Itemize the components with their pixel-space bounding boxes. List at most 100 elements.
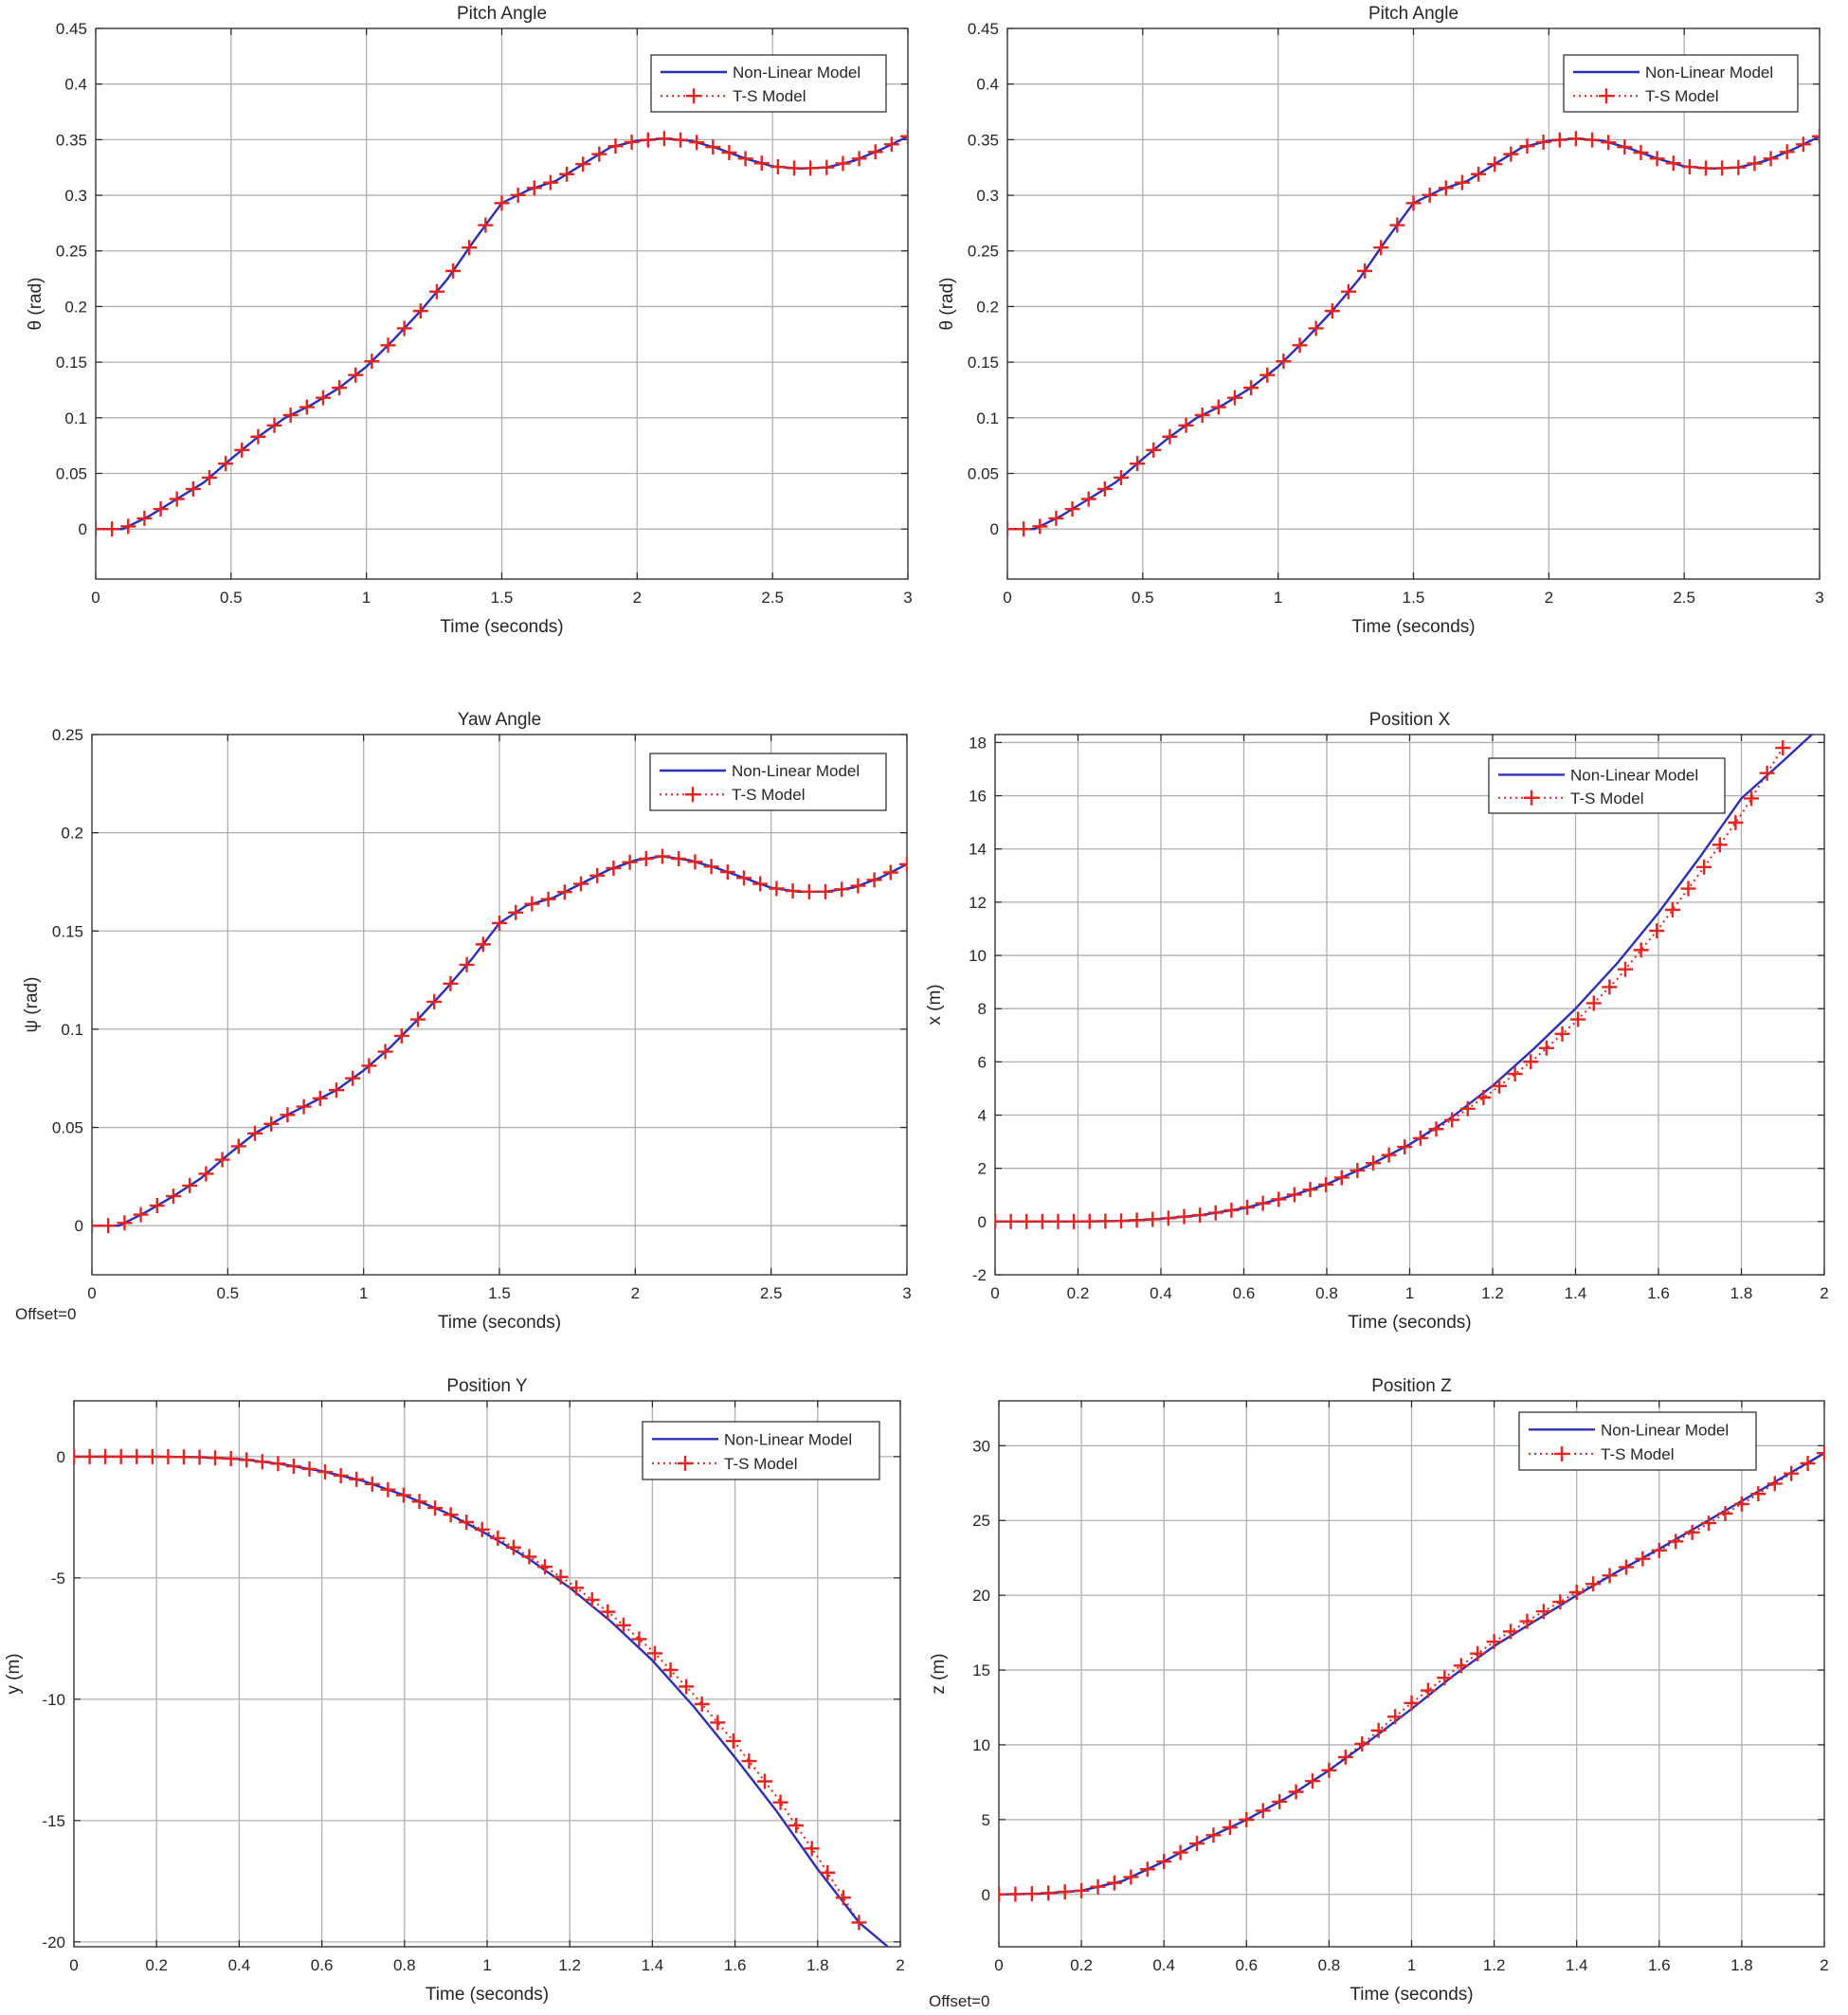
- ts-marker: [1585, 995, 1602, 1011]
- x-tick-label: 1.8: [806, 1956, 829, 1974]
- ts-marker: [117, 1215, 133, 1231]
- ts-marker: [851, 151, 867, 167]
- y-axis-label: ψ (rad): [22, 977, 42, 1033]
- ts-marker: [689, 135, 705, 151]
- ts-marker: [214, 1152, 230, 1168]
- ts-marker: [1048, 510, 1064, 526]
- ts-marker: [540, 891, 556, 907]
- ts-marker: [804, 1841, 820, 1857]
- ts-marker: [1712, 837, 1728, 853]
- ts-marker: [622, 854, 638, 870]
- ts-marker: [1210, 399, 1226, 415]
- x-tick-label: 0.6: [1233, 1284, 1256, 1302]
- ts-marker: [1286, 1187, 1302, 1203]
- ts-marker: [1106, 1875, 1122, 1891]
- x-tick-label: 1.8: [1730, 1956, 1753, 1974]
- y-tick-label: 0.4: [64, 76, 87, 94]
- ts-marker: [395, 1487, 411, 1503]
- x-tick-label: 0: [1003, 589, 1011, 607]
- ts-marker: [1162, 428, 1178, 445]
- y-tick-label: 0.15: [968, 354, 999, 372]
- ts-marker: [223, 1451, 239, 1467]
- y-axis-label: z (m): [929, 1653, 949, 1694]
- ts-marker: [899, 856, 907, 872]
- y-tick-label: 0.25: [968, 243, 999, 261]
- ts-marker: [393, 1027, 409, 1044]
- x-axis-label: Time (seconds): [1350, 1985, 1473, 2005]
- ts-marker: [1728, 814, 1744, 830]
- legend: Non-Linear Model T-S Model: [650, 54, 887, 113]
- plot-lines: [995, 735, 1813, 1229]
- legend-ts-marker: [1599, 88, 1614, 104]
- ts-marker: [1366, 1155, 1381, 1171]
- ts-marker: [412, 303, 428, 319]
- ts-marker: [1019, 1213, 1035, 1229]
- x-tick-label: 0.2: [1070, 1956, 1093, 1974]
- y-tick-label: 0: [79, 520, 87, 538]
- ts-marker: [1538, 1040, 1554, 1056]
- ts-marker: [410, 1011, 426, 1027]
- legend-box: [649, 753, 887, 811]
- y-tick-label: 0.25: [56, 243, 87, 261]
- y-tick-label: 0: [75, 1217, 83, 1235]
- ts-marker: [1733, 1496, 1749, 1512]
- ts-marker: [492, 915, 507, 931]
- ts-marker: [270, 1456, 286, 1472]
- ts-marker: [1050, 1213, 1066, 1229]
- ts-marker: [1519, 138, 1535, 154]
- x-axis-label: Time (seconds): [1351, 617, 1475, 637]
- ts-marker: [882, 864, 898, 880]
- ts-marker: [1097, 1213, 1114, 1229]
- ts-marker: [819, 159, 835, 175]
- x-tick-label: 1: [482, 1956, 491, 1974]
- ts-marker: [1763, 151, 1779, 167]
- ts-marker: [753, 155, 770, 172]
- y-tick-label: 0: [978, 1213, 987, 1231]
- y-tick-label: 0: [990, 520, 999, 538]
- ts-marker: [756, 1773, 772, 1789]
- ts-marker: [1302, 1182, 1318, 1198]
- ts-marker: [315, 390, 331, 406]
- legend-ts-marker: [1524, 790, 1539, 806]
- ts-marker: [1172, 1844, 1188, 1861]
- y-tick-label: 0.05: [968, 464, 999, 482]
- x-tick-label: 2: [1545, 589, 1553, 607]
- ts-marker: [1535, 1604, 1551, 1620]
- ts-marker: [772, 1794, 788, 1810]
- y-tick-label: 0.4: [976, 76, 999, 94]
- ts-marker: [1308, 320, 1324, 336]
- x-tick-label: 0.2: [145, 1956, 168, 1974]
- ts-marker: [1812, 128, 1820, 144]
- ts-marker: [282, 407, 299, 423]
- ts-marker: [1304, 1773, 1320, 1789]
- x-tick-label: 1.2: [1483, 1956, 1506, 1974]
- x-tick-label: 0: [990, 1284, 999, 1302]
- ts-marker: [883, 136, 899, 153]
- ts-marker: [1381, 1147, 1397, 1163]
- ts-marker: [1024, 1886, 1040, 1902]
- x-tick-label: 0: [69, 1956, 78, 1974]
- ts-marker: [349, 1471, 365, 1487]
- ts-marker: [834, 881, 850, 898]
- x-axis-label: Time (seconds): [426, 1985, 549, 2005]
- x-tick-label: 3: [1815, 589, 1823, 607]
- ts-marker: [166, 1189, 181, 1205]
- ts-marker: [851, 1915, 867, 1931]
- y-tick-label: 4: [978, 1107, 987, 1125]
- ts-marker: [445, 263, 462, 279]
- ts-marker: [104, 521, 120, 537]
- ts-marker: [1223, 1202, 1240, 1218]
- y-tick-label: 0.35: [968, 131, 999, 149]
- ts-marker: [113, 1448, 129, 1464]
- ts-marker: [521, 1549, 537, 1565]
- x-tick-label: 1.5: [1403, 589, 1425, 607]
- x-tick-label: 3: [903, 589, 912, 607]
- y-tick-label: 18: [969, 734, 987, 752]
- ts-marker: [443, 1507, 459, 1523]
- plot-lines: [1007, 128, 1820, 537]
- legend-box: [1518, 1411, 1757, 1471]
- x-tick-label: 1.4: [1566, 1956, 1588, 1974]
- x-tick-label: 0.5: [1132, 589, 1154, 607]
- ts-marker: [537, 1559, 553, 1575]
